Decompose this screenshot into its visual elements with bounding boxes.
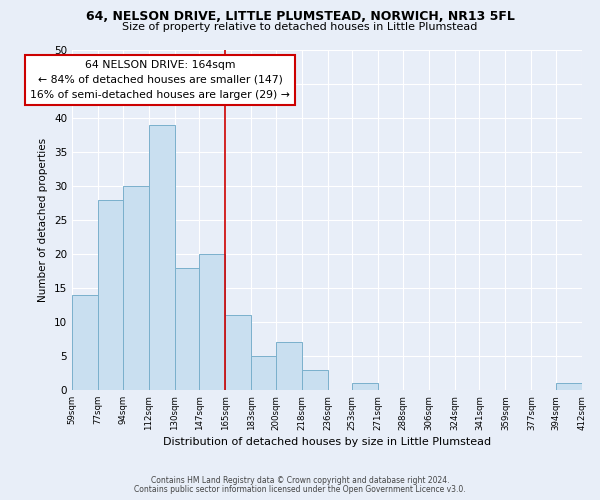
Bar [72,295,98,390]
Text: Contains HM Land Registry data © Crown copyright and database right 2024.: Contains HM Land Registry data © Crown c… [151,476,449,485]
Bar [352,383,378,390]
Bar [149,125,175,390]
Bar [251,356,276,390]
Y-axis label: Number of detached properties: Number of detached properties [38,138,49,302]
Text: Size of property relative to detached houses in Little Plumstead: Size of property relative to detached ho… [122,22,478,32]
Bar [276,342,302,390]
X-axis label: Distribution of detached houses by size in Little Plumstead: Distribution of detached houses by size … [163,436,491,446]
Bar [175,268,199,390]
Text: 64, NELSON DRIVE, LITTLE PLUMSTEAD, NORWICH, NR13 5FL: 64, NELSON DRIVE, LITTLE PLUMSTEAD, NORW… [86,10,514,23]
Bar [199,254,225,390]
Bar [122,186,149,390]
Bar [556,383,582,390]
Bar [98,200,122,390]
Bar [225,315,251,390]
Text: Contains public sector information licensed under the Open Government Licence v3: Contains public sector information licen… [134,484,466,494]
Bar [302,370,328,390]
Text: 64 NELSON DRIVE: 164sqm
← 84% of detached houses are smaller (147)
16% of semi-d: 64 NELSON DRIVE: 164sqm ← 84% of detache… [30,60,290,100]
